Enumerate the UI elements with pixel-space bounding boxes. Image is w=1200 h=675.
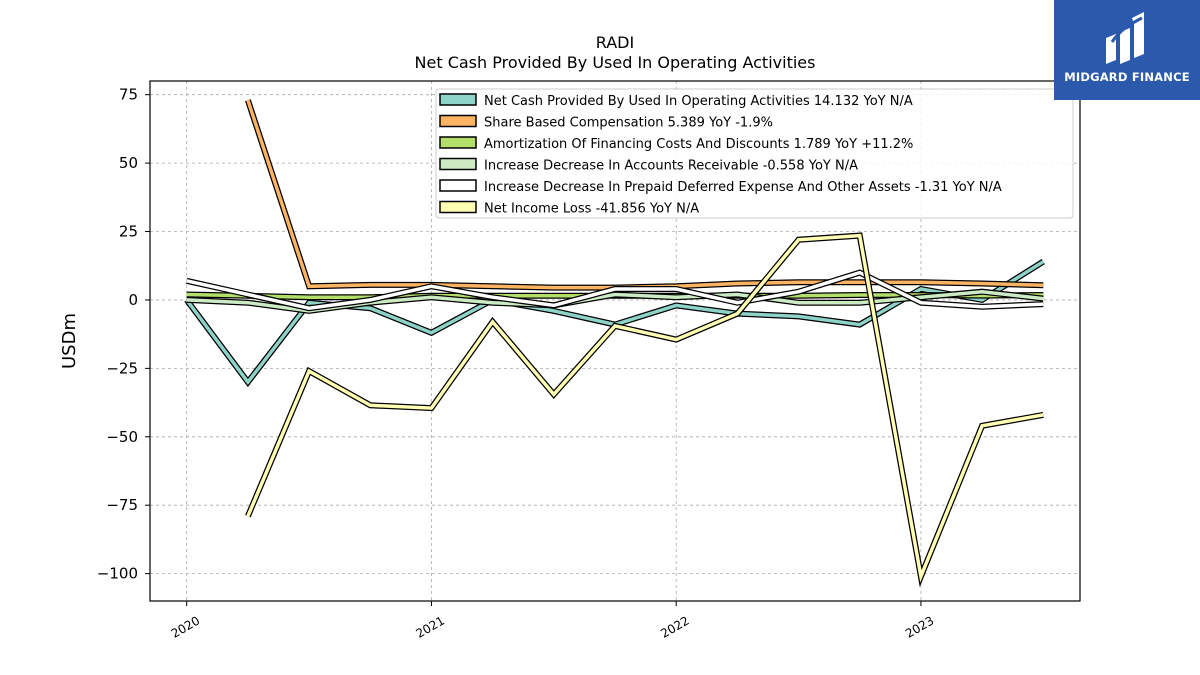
chart-subtitle: Net Cash Provided By Used In Operating A… bbox=[415, 53, 816, 72]
legend-entry: Share Based Compensation 5.389 YoY -1.9% bbox=[484, 116, 773, 131]
brand-name: MIDGARD FINANCE bbox=[1064, 70, 1190, 84]
chart-title: RADI bbox=[596, 33, 634, 52]
y-tick-label: 25 bbox=[119, 223, 138, 241]
y-tick-label: −75 bbox=[106, 496, 138, 514]
y-tick-label: 50 bbox=[119, 154, 138, 172]
legend-frame bbox=[435, 88, 1074, 219]
series-line bbox=[246, 233, 1044, 583]
midgard-logo-icon bbox=[1106, 12, 1144, 64]
y-tick-label: −100 bbox=[97, 565, 138, 583]
y-tick-label: 75 bbox=[119, 86, 138, 104]
series-line bbox=[186, 270, 1044, 310]
brand-logo: MIDGARD FINANCE bbox=[1054, 0, 1200, 100]
legend-entry: Increase Decrease In Accounts Receivable… bbox=[484, 159, 858, 174]
legend-swatch bbox=[439, 93, 477, 106]
y-tick-label: −25 bbox=[106, 359, 138, 377]
series-layer bbox=[184, 99, 1045, 588]
x-axis: 2020 2021 2022 2023 bbox=[169, 601, 936, 641]
plot-area-frame bbox=[149, 80, 1081, 602]
legend-entry: Net Income Loss -41.856 YoY N/A bbox=[484, 202, 699, 217]
legend-entry: Increase Decrease In Prepaid Deferred Ex… bbox=[484, 180, 1002, 195]
x-tick-label: 2023 bbox=[903, 613, 936, 640]
legend-entry: Net Cash Provided By Used In Operating A… bbox=[484, 94, 913, 109]
legend-swatch bbox=[439, 114, 477, 128]
legend-swatch bbox=[439, 136, 477, 149]
legend-entry: Amortization Of Financing Costs And Disc… bbox=[484, 137, 913, 152]
x-tick-label: 2022 bbox=[658, 613, 691, 640]
legend-swatch bbox=[439, 157, 477, 171]
legend-swatch bbox=[439, 179, 477, 192]
y-tick-label: 0 bbox=[128, 291, 138, 309]
legend-swatch bbox=[439, 200, 477, 214]
y-axis-label: USDm bbox=[59, 313, 80, 369]
x-tick-label: 2021 bbox=[413, 613, 446, 640]
x-tick-label: 2020 bbox=[169, 613, 202, 640]
legend: Net Cash Provided By Used In Operating A… bbox=[435, 88, 1074, 219]
y-tick-label: −50 bbox=[106, 428, 138, 446]
y-axis: 75 50 25 0 −25 −50 −75 −100 bbox=[97, 86, 150, 583]
